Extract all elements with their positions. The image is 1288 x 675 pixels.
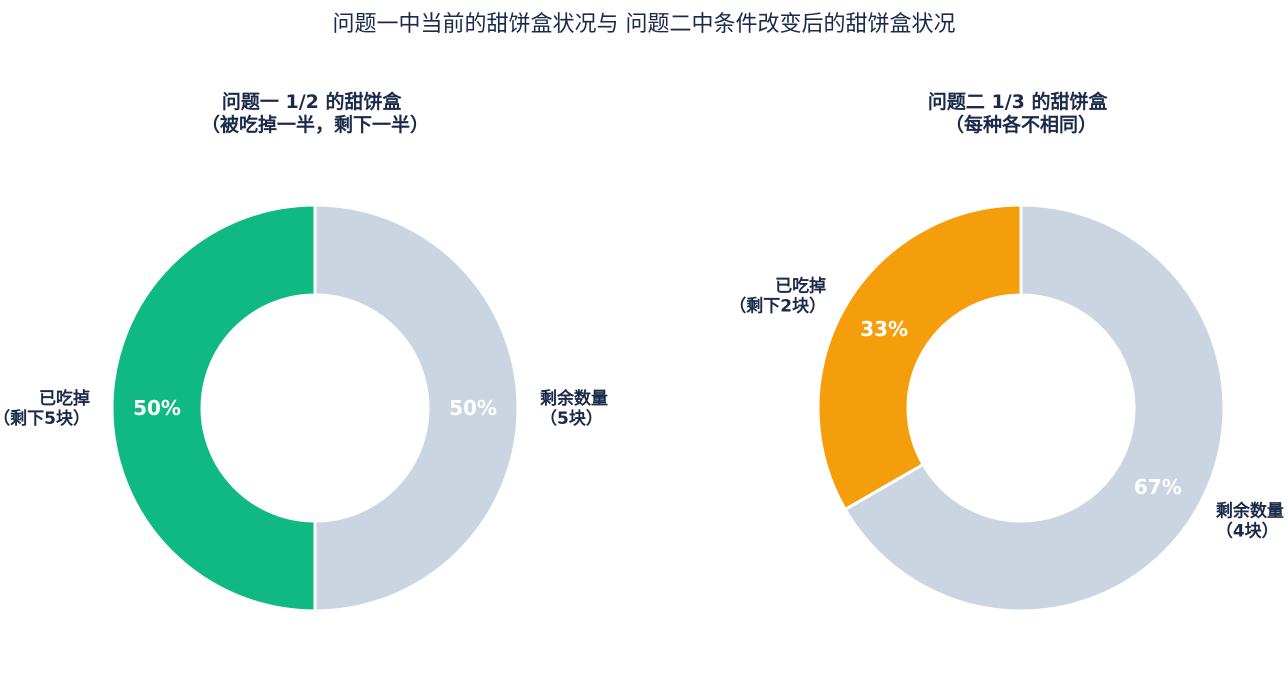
pie-1-slice-1-label: 已吃掉（剩下5块）	[0, 388, 90, 429]
pie-1-slice-2-label: 剩余数量（5块）	[540, 388, 608, 429]
pie-1-slice-2	[313, 203, 520, 613]
pie-1-slices	[110, 203, 520, 613]
pie-1-slice-2-percent: 50%	[449, 396, 497, 420]
pie-1-slice-1-percent: 50%	[133, 396, 181, 420]
pie-2-slice-2-label-line-1: 剩余数量	[1216, 501, 1284, 522]
pie-1-slice-2-label-line-1: 剩余数量	[540, 388, 608, 409]
pie-2-slice-1-label-line-2: （剩下2块）	[729, 295, 826, 316]
pie-2-slice-2-label: 剩余数量（4块）	[1216, 501, 1284, 542]
pie-2-slice-1-label-line-1: 已吃掉	[775, 275, 826, 296]
pie-2-slice-1-percent: 33%	[860, 317, 908, 341]
pie-1-slice-1-label-line-1: 已吃掉	[39, 388, 90, 409]
pie-1-labels: 50% 已吃掉（剩下5块） 50% 剩余数量（5块）	[0, 388, 608, 429]
figure-title: 问题一中当前的甜饼盒状况与 问题二中条件改变后的甜饼盒状况	[333, 12, 956, 37]
pie-2-slice-2-label-line-2: （4块）	[1216, 521, 1279, 542]
pie-1-slice-2-label-line-2: （5块）	[540, 408, 603, 429]
pie-2-slice-2-percent: 67%	[1134, 475, 1182, 499]
pie-1-title-line-1: 问题一 1/2 的甜饼盒	[222, 90, 403, 113]
pie-2-slice-2	[843, 203, 1226, 613]
pie-2-labels: 33% 已吃掉（剩下2块） 67% 剩余数量（4块）	[729, 275, 1284, 541]
pie-2-title-line-2: （每种各不相同）	[945, 113, 1097, 136]
pie-chart-1: 问题一 1/2 的甜饼盒 （被吃掉一半，剩下一半） 50%已吃掉（剩下5块） 50…	[0, 90, 608, 613]
pie-2-slice-1	[816, 203, 1023, 512]
pie-1-slice-1-label-line-2: （剩下5块）	[0, 408, 90, 429]
pie-2-title: 问题二 1/3 的甜饼盒 （每种各不相同）	[928, 90, 1114, 136]
pie-2-title-line-1: 问题二 1/3 的甜饼盒	[928, 90, 1109, 113]
pie-1-title-line-2: （被吃掉一半，剩下一半）	[201, 113, 429, 136]
pie-chart-2: 问题二 1/3 的甜饼盒 （每种各不相同） 33% 已吃掉（剩下2块） 67% 剩余数…	[729, 90, 1284, 613]
pie-2-slices	[816, 203, 1226, 613]
pie-1-slice-1	[110, 203, 317, 613]
pie-2-slice-1-label: 已吃掉（剩下2块）	[729, 275, 826, 316]
pie-1-title: 问题一 1/2 的甜饼盒 （被吃掉一半，剩下一半）	[201, 90, 429, 136]
